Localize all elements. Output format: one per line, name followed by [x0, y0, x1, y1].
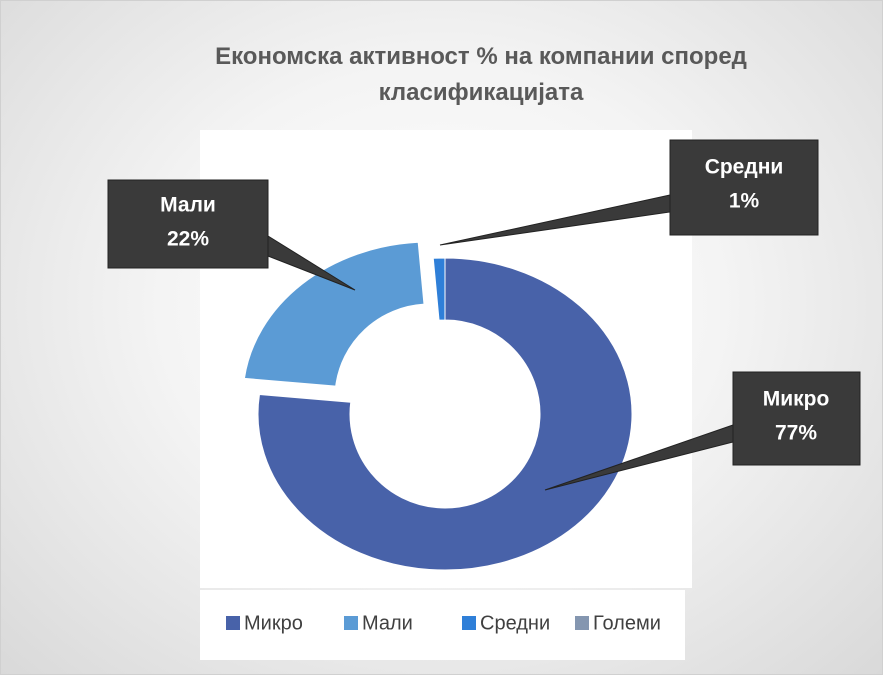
callout-box [439, 139, 819, 246]
callout-category: Мали [160, 194, 216, 217]
legend-label: Микро [244, 612, 303, 634]
donut-slice [257, 257, 633, 571]
callout-box [107, 179, 356, 291]
callout-box [544, 371, 861, 491]
legend-label: Средни [480, 612, 550, 634]
legend-swatch [226, 616, 240, 630]
legend-swatch [344, 616, 358, 630]
callout-value: 1% [729, 190, 760, 213]
legend-label: Мали [362, 612, 413, 634]
legend-swatch [575, 616, 589, 630]
donut-slice [243, 241, 425, 387]
callout-value: 77% [775, 422, 817, 445]
callout-category: Микро [763, 388, 830, 411]
chart-title: Економска активност % на компании според… [215, 43, 747, 106]
callout-category: Средни [705, 156, 784, 179]
legend-swatch [462, 616, 476, 630]
legend-label: Големи [593, 612, 661, 634]
callout-value: 22% [167, 228, 209, 251]
legend-box [200, 590, 685, 660]
